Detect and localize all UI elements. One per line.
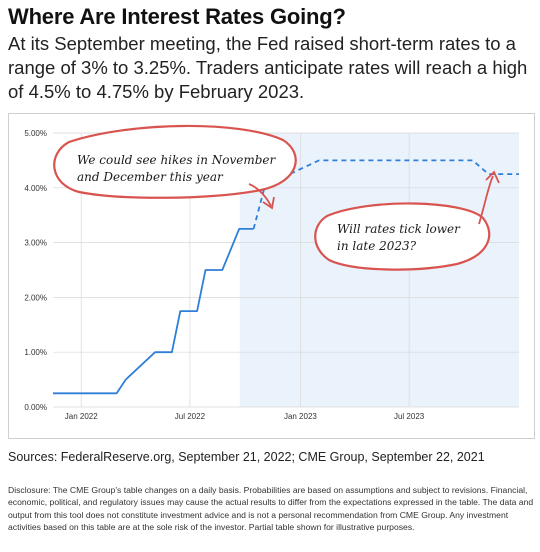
y-tick-label: 1.00% (24, 348, 47, 357)
y-tick-label: 2.00% (24, 293, 47, 302)
annotation-arrowhead-1 (262, 196, 275, 210)
fed-rate-line (53, 228, 254, 395)
x-tick-label: Jul 2023 (394, 412, 425, 421)
x-tick-label: Jan 2022 (65, 412, 98, 421)
y-tick-label: 0.00% (24, 403, 47, 412)
disclosure-text: Disclosure: The CME Group’s table change… (8, 485, 534, 533)
page-title: Where Are Interest Rates Going? (8, 4, 346, 29)
y-tick-label: 4.00% (24, 184, 47, 193)
annotation-text-2: Will rates tick lower (337, 222, 461, 236)
annotation-arrowhead-2 (485, 170, 500, 184)
page-subtitle: At its September meeting, the Fed raised… (8, 33, 528, 102)
annotation-text-1: and December this year (77, 170, 224, 184)
sources-line: Sources: FederalReserve.org, September 2… (8, 450, 485, 464)
annotation-arrow-1 (248, 183, 272, 207)
projected-rate-line (252, 159, 519, 230)
chart-frame: 0.00% 1.00% 2.00% 3.00% 4.00% 5.00% Jan 2022 Ju… (8, 113, 535, 439)
annotation-arrow-2 (478, 175, 494, 225)
y-tick-label: 3.00% (24, 239, 47, 248)
annotation-text-1: We could see hikes in November (77, 153, 277, 167)
annotation-bubble-1 (53, 124, 297, 199)
interest-rate-chart: 0.00% 1.00% 2.00% 3.00% 4.00% 5.00% Jan 2022 Ju… (24, 124, 519, 421)
x-tick-label: Jan 2023 (284, 412, 317, 421)
annotation-bubble-2 (314, 202, 491, 271)
x-tick-label: Jul 2022 (175, 412, 206, 421)
y-tick-label: 5.00% (24, 129, 47, 138)
annotation-text-2: in late 2023? (337, 239, 417, 253)
